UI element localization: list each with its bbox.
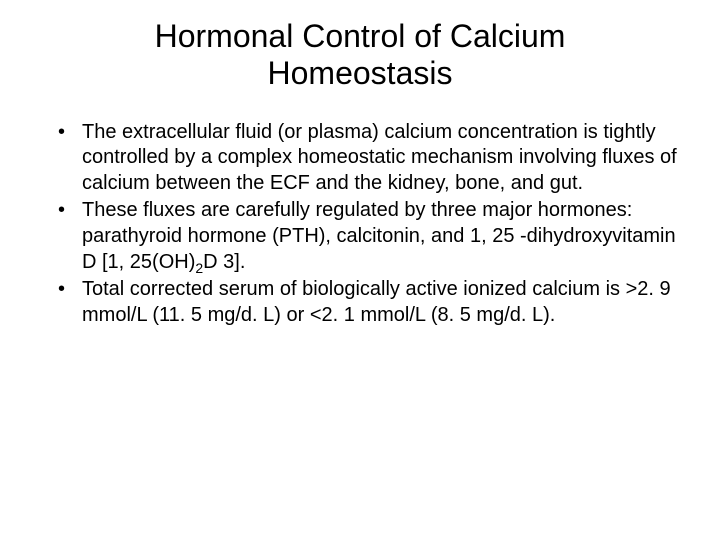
bullet-list: The extracellular fluid (or plasma) calc…: [32, 120, 688, 329]
slide: Hormonal Control of Calcium Homeostasis …: [0, 0, 720, 540]
list-item: These fluxes are carefully regulated by …: [58, 198, 688, 275]
bullet-text: The extracellular fluid (or plasma) calc…: [82, 121, 677, 194]
bullet-text: These fluxes are carefully regulated by …: [82, 199, 676, 272]
page-title: Hormonal Control of Calcium Homeostasis: [92, 18, 628, 92]
bullet-text: Total corrected serum of biologically ac…: [82, 278, 671, 326]
list-item: The extracellular fluid (or plasma) calc…: [58, 120, 688, 197]
list-item: Total corrected serum of biologically ac…: [58, 277, 688, 328]
